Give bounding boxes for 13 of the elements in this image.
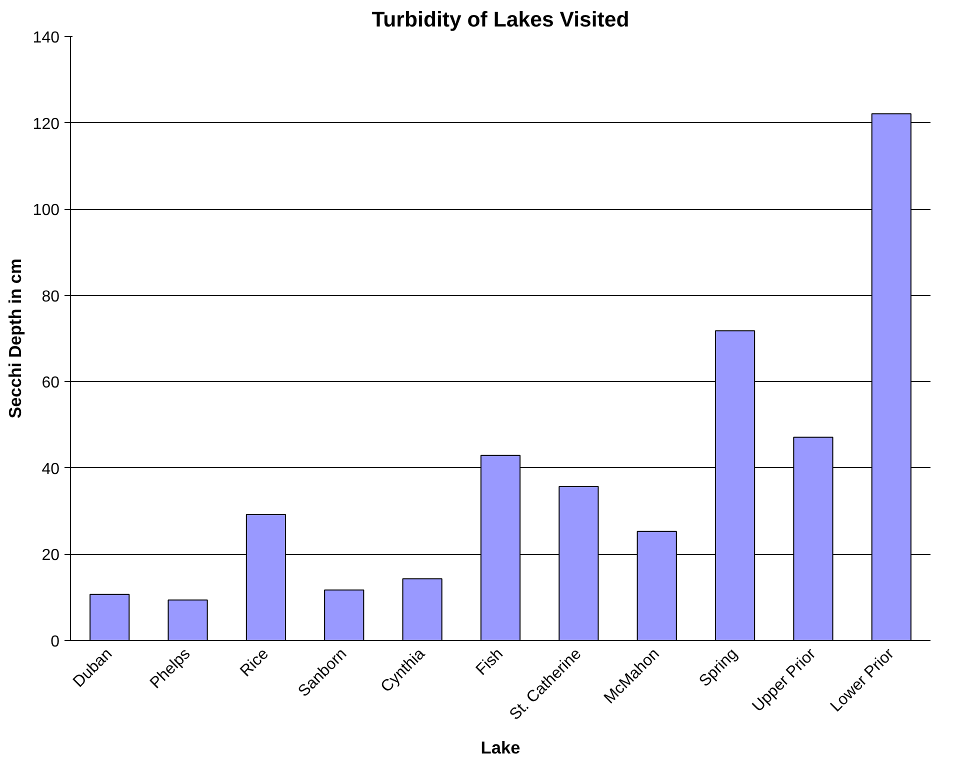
y-tick-label: 40 bbox=[42, 460, 60, 478]
y-tick-label: 20 bbox=[42, 547, 60, 564]
y-tick-label: 100 bbox=[32, 202, 60, 220]
x-tick-label: Rice bbox=[237, 645, 272, 680]
x-tick-label: Fish bbox=[473, 645, 507, 679]
y-tick-label: 0 bbox=[50, 634, 60, 650]
y-tick-label: 60 bbox=[42, 374, 60, 392]
y-tick-label: 80 bbox=[42, 288, 60, 306]
chart-title: Turbidity of Lakes Visited bbox=[372, 8, 630, 32]
y-axis-title: Secchi Depth in cm bbox=[4, 258, 25, 418]
x-axis-title: Lake bbox=[480, 738, 521, 758]
y-tick-label: 120 bbox=[32, 116, 60, 133]
y-tick-label: 140 bbox=[32, 30, 60, 46]
